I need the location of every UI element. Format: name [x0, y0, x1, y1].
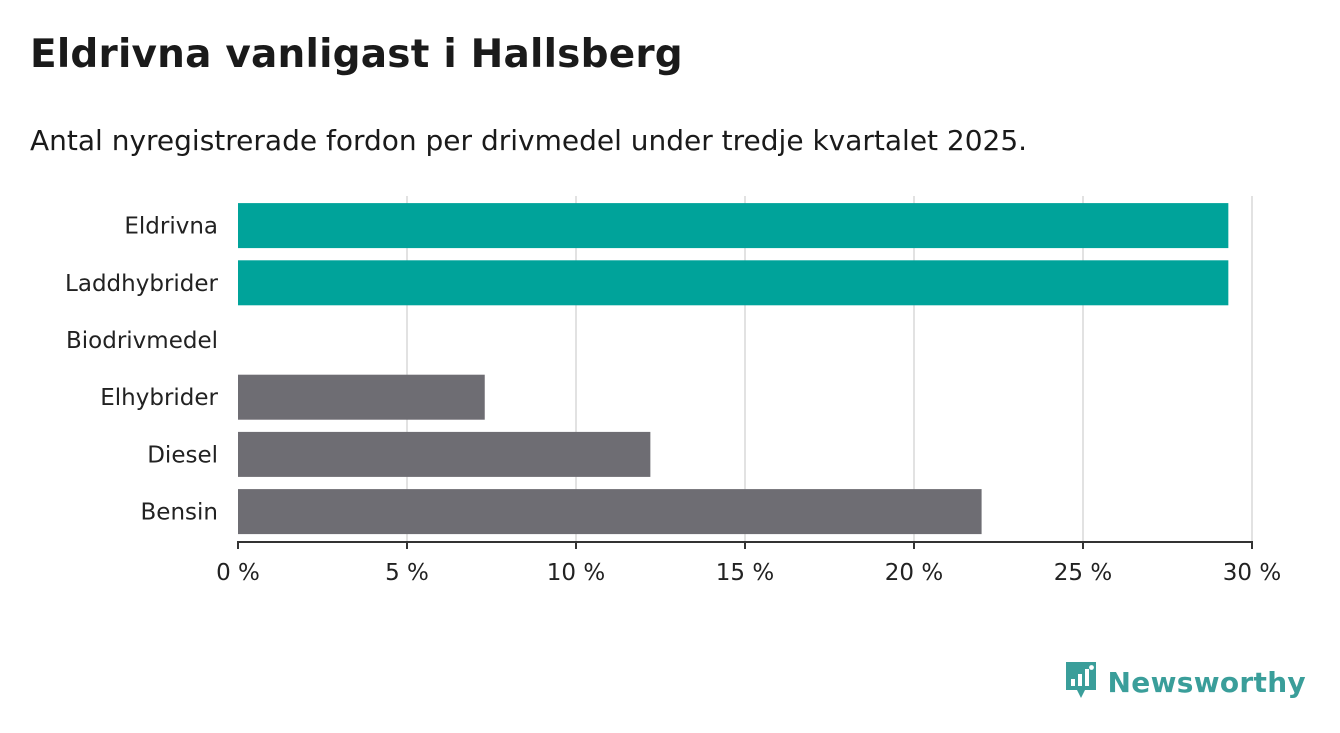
bar-laddhybrider: [238, 260, 1229, 306]
x-tick-label: 0 %: [216, 560, 260, 586]
x-tick-label: 20 %: [885, 560, 943, 586]
bar-elhybrider: [238, 374, 485, 420]
x-tick-label: 30 %: [1223, 560, 1281, 586]
newsworthy-logo: Newsworthy: [1064, 660, 1306, 704]
bar-diesel: [238, 431, 651, 477]
category-label: Elhybrider: [100, 385, 218, 411]
category-label: Biodrivmedel: [66, 328, 218, 354]
bar-bensin: [238, 489, 982, 535]
category-label: Bensin: [141, 500, 218, 526]
x-tick-label: 15 %: [716, 560, 774, 586]
category-label: Eldrivna: [124, 214, 218, 240]
x-tick-label: 10 %: [547, 560, 605, 586]
newsworthy-logo-icon: [1064, 660, 1098, 704]
grid-lines: [406, 196, 1253, 542]
bar-eldrivna: [238, 203, 1229, 249]
newsworthy-logo-text: Newsworthy: [1107, 665, 1306, 699]
x-axis: 0 % 5 % 10 % 15 % 20 % 25 % 30 %: [216, 541, 1281, 586]
category-labels: Eldrivna Laddhybrider Biodrivmedel Elhybrid…: [65, 214, 218, 526]
category-label: Diesel: [147, 442, 218, 468]
bars: [238, 203, 1229, 535]
chart-subtitle: Antal nyregistrerade fordon per drivmede…: [30, 124, 1028, 157]
x-tick-label: 5 %: [385, 560, 429, 586]
x-tick-label: 25 %: [1054, 560, 1112, 586]
category-label: Laddhybrider: [65, 271, 218, 297]
chart-title: Eldrivna vanligast i Hallsberg: [30, 32, 683, 77]
